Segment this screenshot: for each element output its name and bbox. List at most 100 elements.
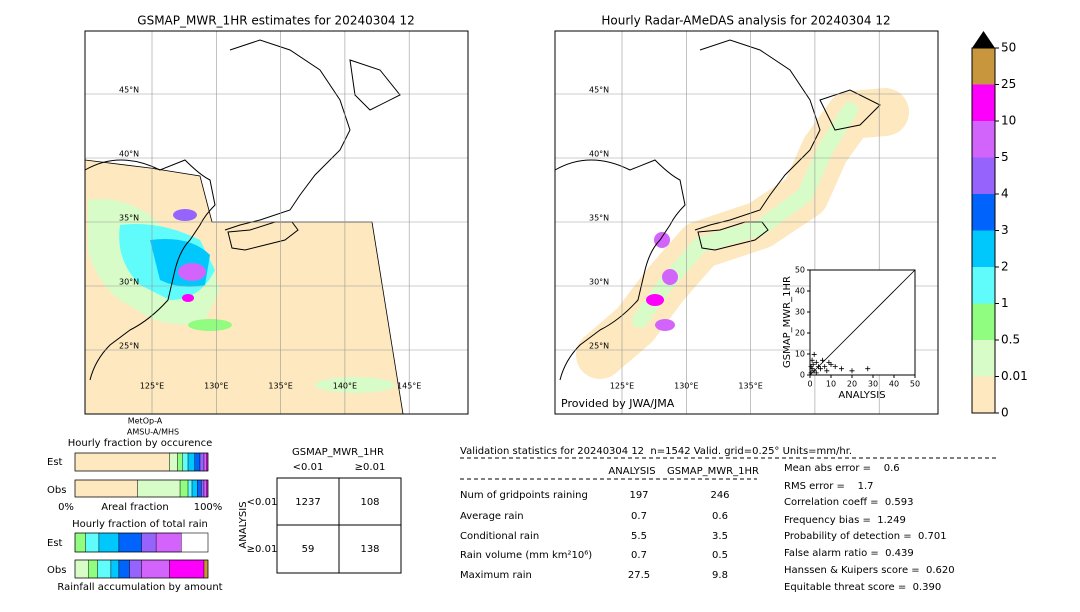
fraction-segment [194,452,201,472]
fraction-segment [74,532,86,553]
fraction-segment [177,452,183,472]
fraction-segment [187,452,195,472]
colorbar-label: 2 [1001,260,1009,274]
fraction-segment [110,559,120,579]
column-label: ≥0.01 [355,462,386,473]
column-label: GSMAP_MWR_1HR [667,466,759,477]
axis-label: 100% [194,502,223,513]
scatter-point [822,364,828,370]
scatter-point [811,351,817,357]
x-tick-label: 30 [868,380,878,389]
colorbar-bin [972,376,995,413]
fraction-segment [141,559,170,579]
stats-value: 197 [629,490,648,501]
stats-label: Num of gridpoints raining [460,490,588,501]
score: Correlation coeff = 0.593 [784,497,914,508]
stats-value: 0.7 [631,550,647,561]
cell: 108 [360,497,379,508]
satellite-label: MetOp-A [128,417,163,426]
colorbar-label: 3 [1001,223,1009,237]
scatter-point [811,368,817,374]
x-tick-label: 10 [826,380,836,389]
scatter-point [809,357,815,363]
colorbar-bin [972,303,995,340]
score: Hanssen & Kuipers score = 0.620 [784,565,955,576]
lon-label: 145°E [397,382,421,391]
side-label: ANALYSIS [238,501,249,548]
stats-value: 27.5 [628,570,650,581]
stats-value: 9.8 [712,570,728,581]
y-tick-label: 30 [795,308,805,317]
fraction-segment [201,479,205,498]
fraction-segment [191,479,198,498]
fraction-segment [88,559,98,579]
panel-title: Hourly fraction of total rain [72,519,208,530]
fraction-segment [137,479,181,498]
lon-label: 140°E [333,382,357,391]
coastline [84,159,216,381]
lat-label: 40°N [119,150,139,159]
row-label: Obs [47,565,66,576]
colorbar-label: 0.5 [1001,333,1020,347]
scatter-point [839,366,844,372]
fraction-frame [74,452,209,472]
diagonal [809,269,916,376]
stats-value: 3.5 [712,531,728,542]
coastline [697,221,769,251]
fraction-segment [118,559,130,579]
rain-area [173,209,197,221]
y-tick-label: 10 [795,350,805,359]
colorbar-label: 1 [1001,296,1009,310]
left-map: 45°N 40°N 35°N 30°N 25°N 125°E 130°E 135°E 140°E… [84,14,469,437]
x-tick-label: 40 [889,380,899,389]
colorbar-bin [972,230,995,267]
fraction-segment [199,452,205,472]
scatter-point [815,364,821,370]
colorbar-label: 25 [1001,77,1016,91]
colorbar-bin [972,267,995,304]
lat-label: 45°N [119,86,139,95]
lat-label: 35°N [119,214,139,223]
fraction-segment [179,479,189,498]
stats-value: 5.5 [631,531,647,542]
fraction-frame [74,479,209,498]
colorbar-bin [972,84,995,121]
coastline [224,39,351,231]
score: Frequency bias = 1.249 [784,515,906,526]
score: False alarm ratio = 0.439 [784,548,914,559]
stats-label: Maximum rain [460,570,532,581]
stats-value: 0.6 [712,511,728,522]
map-frame [554,30,939,415]
fraction-segment [74,479,138,498]
scatter-point [818,366,823,372]
colorbar-label: 10 [1001,114,1016,128]
fraction-segment [155,532,182,553]
map-title: Hourly Radar-AMeDAS analysis for 2024030… [601,14,890,28]
stats-label: Conditional rain [460,531,539,542]
colorbar-bin [972,48,995,85]
fraction-segment [197,479,202,498]
fraction-segment [203,452,207,472]
score: Mean abs error = 0.6 [784,463,900,474]
lat-label: 45°N [589,86,609,95]
colorbar-label: 5 [1001,150,1009,164]
lon-label: 130°E [674,382,698,391]
axis-label: Areal fraction [101,502,168,513]
lat-label: 35°N [589,214,609,223]
y-tick-label: 40 [795,287,805,296]
fraction-segment [97,559,112,579]
scatter-point [865,366,871,372]
rain-area [182,294,194,302]
fraction-segment [98,532,120,553]
scatter-point [824,368,830,374]
scatter-point [808,364,814,370]
stats-value: 0.5 [712,550,728,561]
scatter-point [849,368,855,374]
fraction-segment [85,532,100,553]
score: Probability of detection = 0.701 [784,531,947,542]
lat-label: 40°N [589,150,609,159]
fraction-segment [187,479,193,498]
fraction-segment [203,479,207,498]
x-tick-label: 0 [807,380,812,389]
